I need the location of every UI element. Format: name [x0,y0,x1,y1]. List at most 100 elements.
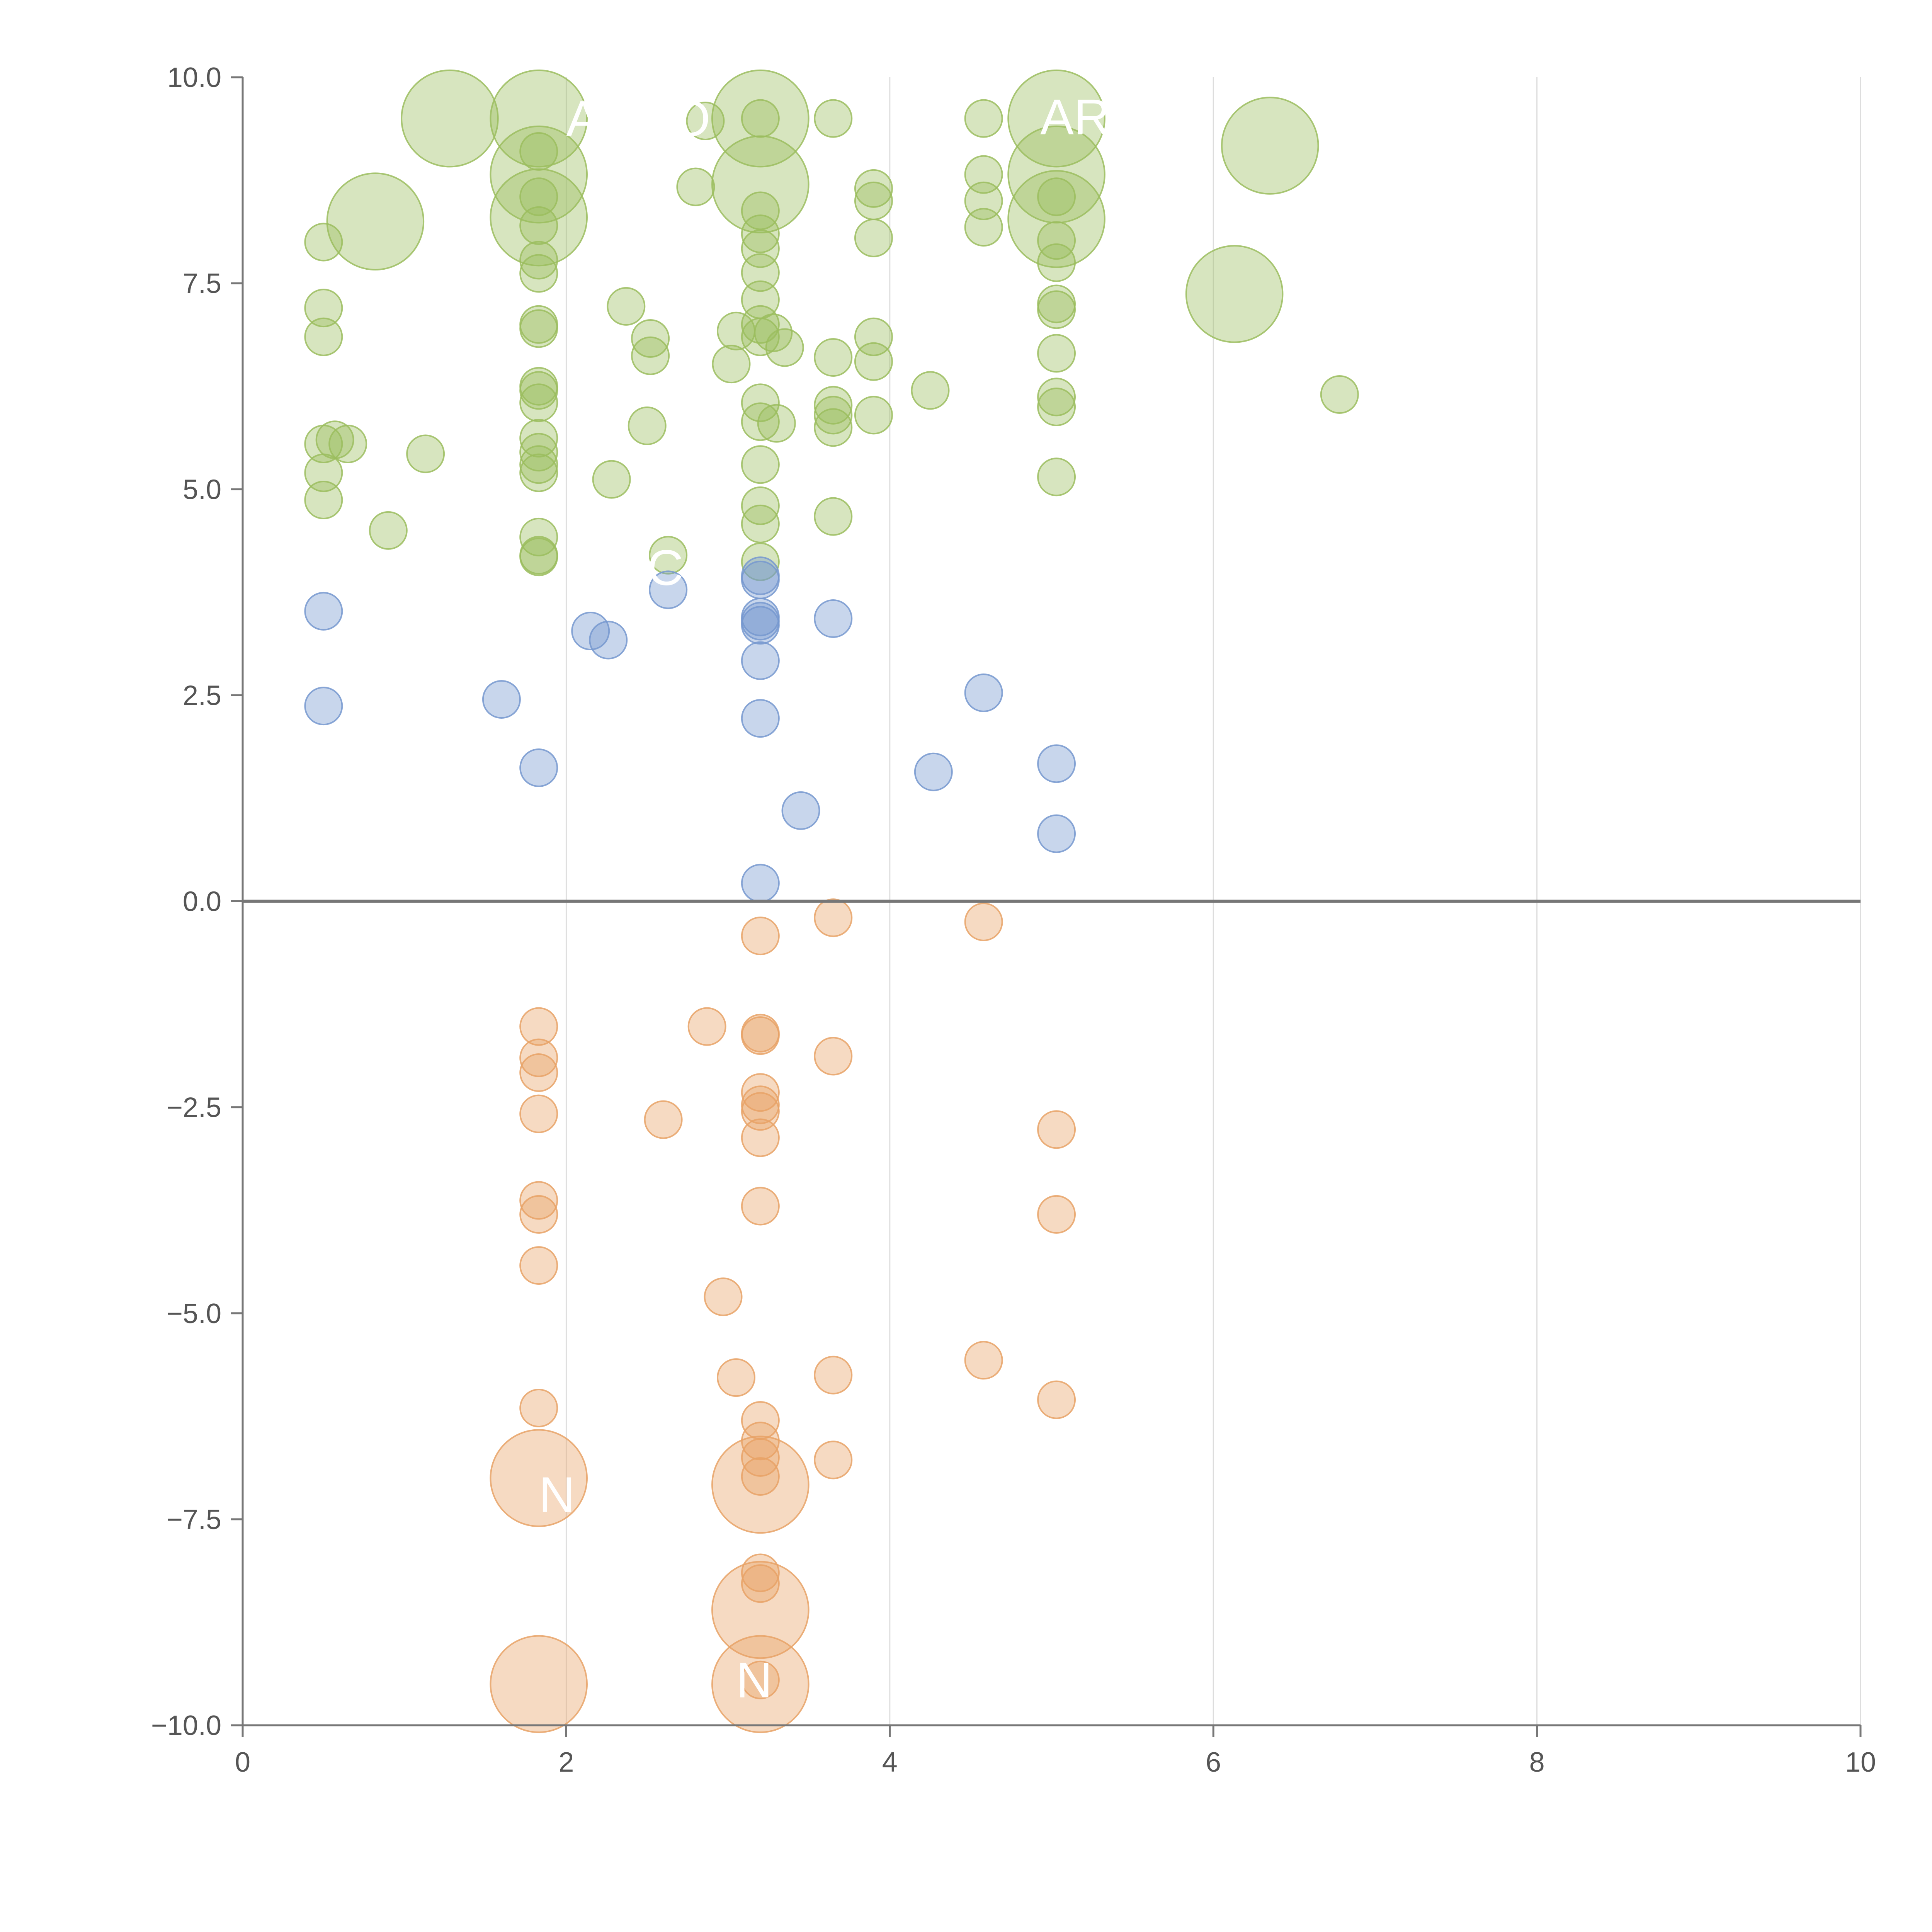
green-data-point [628,406,667,446]
orange-data-point [519,1007,558,1046]
orange-data-point [741,1457,780,1496]
green-data-point [1037,388,1076,426]
green-data-point [519,419,558,458]
x-tick-label: 2 [558,1747,574,1778]
green-data-point [741,317,780,356]
green-data-point [1037,290,1076,329]
green-data-point [1037,284,1076,323]
blue-data-point [741,699,780,738]
x-tick-label: 10 [1845,1747,1876,1778]
blue-data-point [814,599,853,638]
y-tick-label: 5.0 [183,474,221,505]
green-data-point [854,181,893,220]
orange-data-point [519,1181,558,1220]
y-tick-label: 7.5 [183,268,221,299]
green-data-point [519,433,558,472]
green-data-point [757,404,796,443]
green-data-point [854,396,893,435]
blue-data-point [781,791,820,830]
orange-data-point [741,1564,780,1603]
green-data-point [911,371,950,410]
green-data-point [741,99,780,138]
blue-data-point [741,864,780,903]
orange-data-point [519,1388,558,1427]
blue-data-point [741,641,780,680]
blue-data-point [964,673,1003,712]
orange-data-point [1037,1195,1076,1234]
green-data-point [649,536,688,575]
green-data-point [741,253,780,292]
blue-data-point [482,680,521,719]
green-data-point [369,511,408,550]
y-tick-label: 10.0 [167,62,221,93]
x-tick-label: 0 [235,1747,250,1778]
orange-data-point [1037,1110,1076,1149]
green-data-point [519,537,558,577]
green-data-point [1037,378,1076,417]
green-data-point [519,177,558,216]
green-data-point [1037,243,1076,282]
orange-data-point [711,1561,810,1659]
green-data-point [712,345,751,384]
green-data-point [631,319,670,358]
green-data-point [814,497,853,536]
orange-data-point [711,1635,810,1733]
point-label: A [566,90,600,147]
orange-data-point [741,1187,780,1226]
orange-data-point [814,1440,853,1480]
orange-data-point [644,1100,683,1139]
point-labels: AR N N C A O [539,88,1110,1708]
orange-data-point [519,1246,558,1285]
green-data-point [711,135,810,234]
y-tick-label: −7.5 [167,1504,221,1535]
blue-data-point [914,752,953,791]
green-data-point [304,223,343,262]
blue-data-point [589,621,628,660]
orange-data-point [814,1037,853,1076]
orange-data-point [814,1355,853,1395]
green-data-point [304,480,343,519]
blue-data-point [519,748,558,787]
green-data-point [1037,177,1076,216]
green-data-point [1007,170,1105,268]
orange-data-point [741,1422,780,1461]
orange-data-point [964,902,1003,941]
data-points [304,69,1359,1733]
blue-data-point [741,606,780,645]
green-data-point [1037,457,1076,497]
green-data-point [519,241,558,280]
orange-data-point [741,1553,780,1592]
y-tick-label: −10.0 [151,1710,221,1741]
x-tick-label: 6 [1206,1747,1221,1778]
green-data-point [964,99,1003,138]
orange-data-point [1037,1380,1076,1419]
green-data-point [519,453,558,492]
blue-data-point [649,570,688,609]
orange-data-point [741,1092,780,1131]
green-data-point [1037,334,1076,373]
green-data-point [814,99,853,138]
blue-data-point [741,560,780,599]
orange-data-point [964,1341,1003,1380]
point-label: N [539,1466,575,1523]
green-data-point [1037,221,1076,260]
green-data-point [401,69,499,168]
y-tick-label: −2.5 [167,1092,221,1123]
blue-data-point [304,687,343,726]
orange-data-point [741,1016,780,1055]
green-data-point [631,336,670,375]
green-data-point [490,168,588,267]
point-label: C [647,539,684,596]
blue-data-point [1037,814,1076,853]
green-data-point [741,504,780,543]
orange-data-point [704,1277,743,1316]
x-tick-label: 8 [1529,1747,1545,1778]
green-data-point [326,172,425,270]
green-data-point [1221,97,1319,195]
green-data-point [1320,375,1359,414]
blue-data-point [571,612,610,651]
green-data-point [814,338,853,377]
blue-data-point [304,592,343,631]
green-data-point [315,420,354,459]
